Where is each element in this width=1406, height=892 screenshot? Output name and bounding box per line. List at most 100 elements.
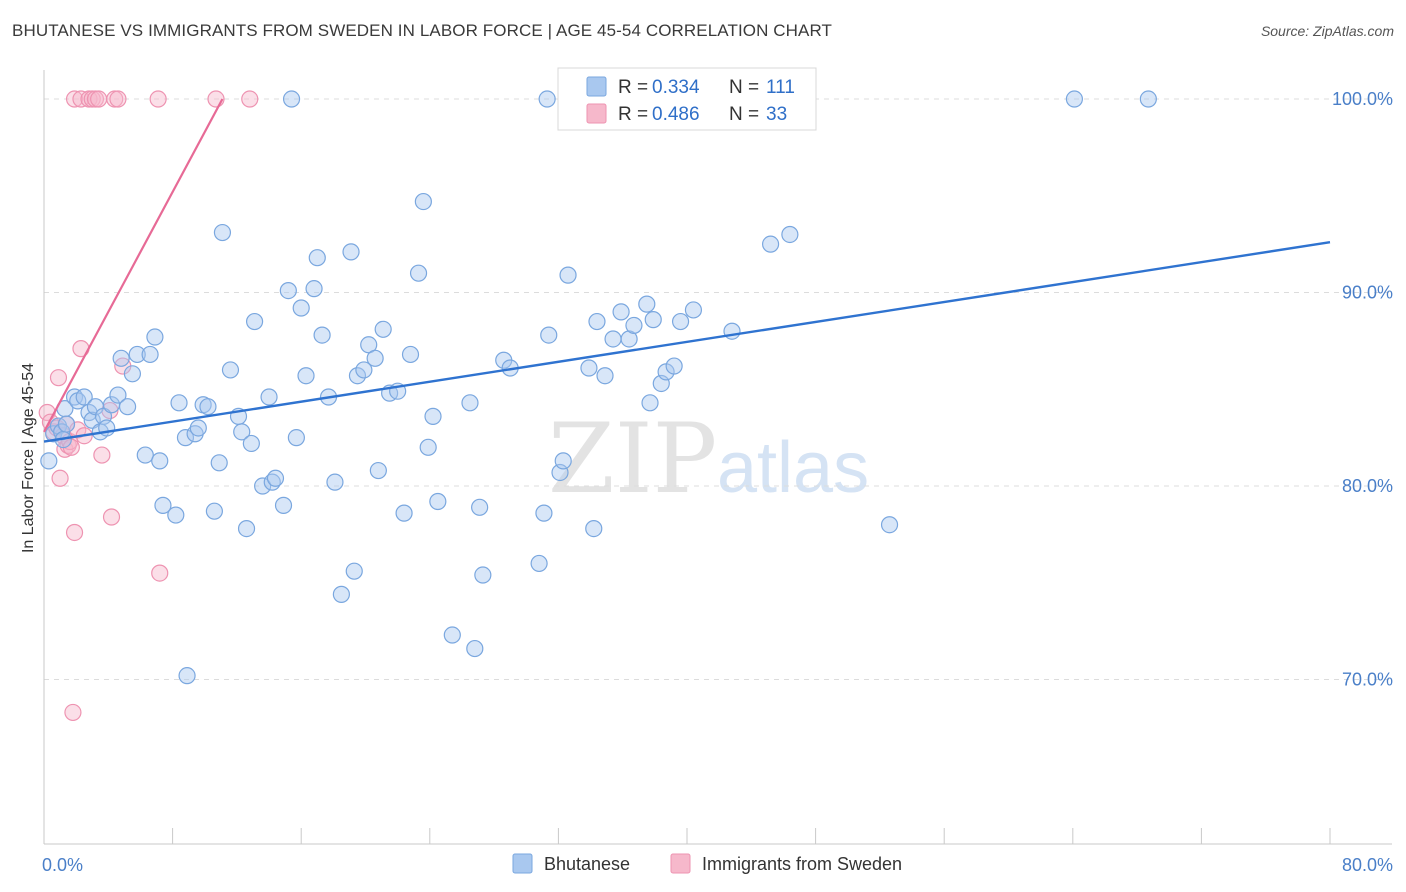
point-bhutanese [424, 407, 442, 425]
point-bhutanese [538, 90, 556, 108]
point-bhutanese [279, 281, 297, 300]
legend-swatch-sweden [586, 103, 607, 124]
point-immigrants-from-sweden [49, 369, 68, 387]
gridlines [44, 98, 1392, 681]
watermark-atlas: atlas [717, 428, 869, 508]
point-bhutanese [665, 357, 683, 375]
bottom-legend-label-sweden: Immigrants from Sweden [702, 854, 902, 874]
bottom-legend-swatch-bhutanese [512, 853, 533, 874]
axes [43, 70, 1392, 845]
point-bhutanese [414, 192, 432, 211]
point-bhutanese [342, 243, 360, 261]
point-bhutanese [178, 667, 196, 685]
point-bhutanese [355, 361, 373, 379]
y-axis-label: In Labor Force | Age 45-54 [20, 363, 37, 553]
point-bhutanese [671, 312, 690, 331]
point-bhutanese [471, 498, 489, 516]
point-bhutanese [880, 516, 899, 534]
point-bhutanese [75, 388, 93, 406]
point-immigrants-from-sweden [151, 564, 169, 582]
point-bhutanese [1065, 90, 1084, 108]
point-immigrants-from-sweden [65, 90, 84, 108]
point-bhutanese [233, 423, 251, 441]
point-bhutanese [297, 367, 315, 385]
trend-line-immigrants-from-sweden [43, 98, 224, 433]
y-tick-label: 80.0% [1342, 476, 1393, 496]
point-bhutanese [112, 349, 130, 367]
point-bhutanese [141, 345, 159, 364]
legend-n-value-bhutanese: 111 [766, 77, 795, 98]
point-bhutanese [540, 326, 558, 344]
point-bhutanese [781, 225, 799, 244]
point-bhutanese [443, 626, 461, 644]
point-immigrants-from-sweden [109, 90, 127, 108]
point-bhutanese [305, 280, 323, 298]
bottom-legend: Bhutanese Immigrants from Sweden [512, 853, 902, 874]
legend-swatch-bhutanese [586, 76, 607, 97]
point-immigrants-from-sweden [51, 469, 69, 487]
point-bhutanese [332, 585, 350, 603]
point-bhutanese [189, 419, 207, 437]
y-tick-label: 90.0% [1342, 283, 1393, 303]
point-bhutanese [326, 473, 344, 491]
point-bhutanese [254, 477, 272, 495]
point-bhutanese [205, 502, 223, 520]
point-bhutanese [292, 299, 310, 317]
point-bhutanese [1139, 90, 1157, 108]
point-bhutanese [554, 452, 572, 470]
point-bhutanese [625, 316, 643, 335]
tick-labels: 70.0% 80.0% 90.0% 100.0% 0.0% 80.0% [42, 89, 1393, 875]
point-bhutanese [409, 264, 428, 282]
point-bhutanese [57, 415, 76, 433]
point-immigrants-from-sweden [241, 90, 259, 108]
point-bhutanese [366, 349, 384, 367]
point-bhutanese [170, 394, 188, 412]
bhutanese-points [40, 90, 1157, 685]
legend-n-label-sweden: N = [729, 104, 759, 125]
point-bhutanese [242, 434, 260, 453]
point-bhutanese [245, 312, 264, 331]
legend-n-value-sweden: 33 [766, 104, 787, 125]
point-bhutanese [644, 311, 662, 329]
point-bhutanese [466, 639, 484, 658]
point-bhutanese [40, 452, 58, 470]
point-bhutanese [374, 320, 392, 338]
point-bhutanese [128, 345, 146, 364]
point-bhutanese [588, 312, 606, 331]
point-bhutanese [395, 504, 413, 522]
legend-n-label-bhutanese: N = [729, 77, 759, 98]
trend-line-bhutanese [43, 241, 1331, 443]
point-bhutanese [221, 361, 240, 379]
point-bhutanese [151, 452, 169, 470]
point-bhutanese [83, 411, 101, 429]
point-bhutanese [167, 506, 185, 524]
point-bhutanese [684, 301, 703, 319]
point-immigrants-from-sweden [93, 446, 111, 464]
legend-r-label-bhutanese: R = [618, 77, 648, 98]
point-bhutanese [369, 461, 387, 480]
x-tick-label: 0.0% [42, 855, 83, 875]
legend-r-value-bhutanese: 0.334 [652, 77, 700, 98]
point-bhutanese [530, 554, 548, 573]
bottom-legend-swatch-sweden [670, 853, 691, 874]
point-bhutanese [260, 388, 278, 406]
point-bhutanese [641, 394, 659, 412]
point-bhutanese [604, 330, 622, 348]
point-bhutanese [761, 235, 780, 253]
point-bhutanese [474, 566, 492, 584]
point-bhutanese [612, 303, 630, 321]
point-bhutanese [580, 359, 598, 377]
point-bhutanese [266, 469, 285, 487]
point-bhutanese [308, 249, 326, 267]
point-immigrants-from-sweden [65, 523, 84, 542]
point-bhutanese [401, 345, 420, 364]
point-bhutanese [287, 429, 305, 447]
point-immigrants-from-sweden [90, 90, 108, 108]
point-bhutanese [348, 367, 367, 385]
y-tick-label: 100.0% [1332, 89, 1393, 109]
point-bhutanese [282, 90, 301, 108]
legend-r-label-sweden: R = [618, 104, 648, 125]
point-bhutanese [274, 496, 293, 514]
bottom-legend-label-bhutanese: Bhutanese [544, 854, 630, 874]
